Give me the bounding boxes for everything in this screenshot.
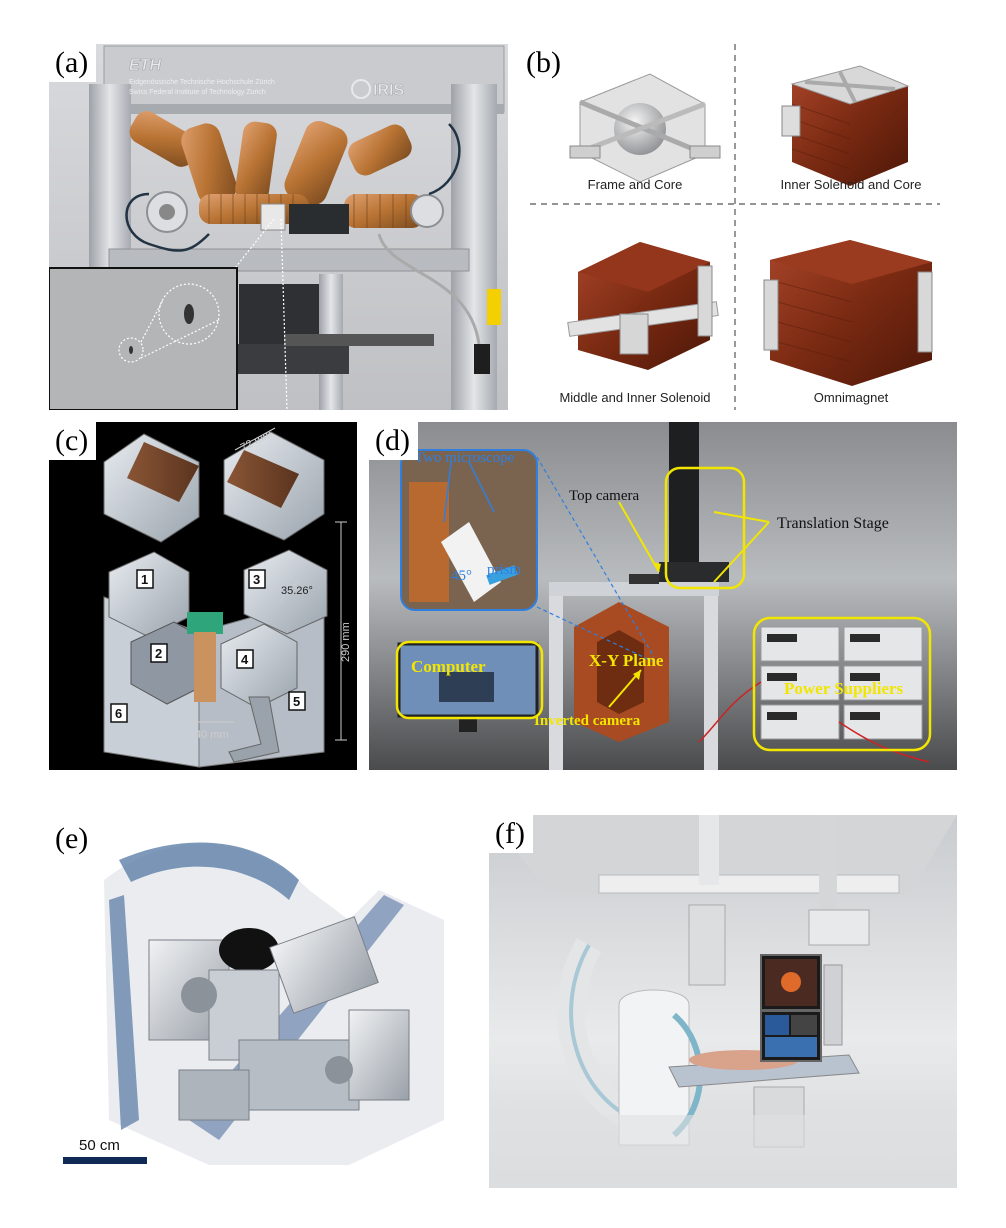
panel-c-render: 72 mm 290 mm 35.26° 40 mm 1 2 3 4 5 6 — [103, 427, 352, 768]
middle-inner-solenoid-image — [567, 242, 719, 370]
scale-label: 50 cm — [79, 1137, 120, 1154]
panel-e-render: 50 cm — [63, 842, 444, 1165]
panel-a-inset — [49, 267, 238, 410]
panel-d: Two microscope 45° prism Top camera Tran… — [369, 422, 957, 770]
panel-e-label: (e) — [49, 820, 97, 858]
eth-logo-sub2: Swiss Federal Institute of Technology Zu… — [129, 89, 266, 96]
label-xy-plane: X-Y Plane — [589, 651, 664, 670]
iris-logo: IRIS — [373, 82, 404, 99]
panel-b-label: (b) — [520, 44, 569, 82]
panel-a: ETH Eidgenössische Technische Hochschule… — [49, 44, 508, 410]
panel-d-photo: Two microscope 45° prism Top camera Tran… — [369, 422, 957, 770]
tag-2: 2 — [155, 646, 162, 661]
panel-c-label: (c) — [49, 422, 97, 460]
label-angle: 45° — [451, 568, 472, 584]
caption-middle-inner-solenoid: Middle and Inner Solenoid — [559, 390, 711, 405]
tag-4: 4 — [241, 652, 249, 667]
panel-d-label: (d) — [369, 422, 418, 460]
eth-logo-sub1: Eidgenössische Technische Hochschule Zür… — [129, 79, 275, 86]
label-inverted-camera: Inverted camera — [534, 713, 641, 729]
panel-f-label: (f) — [489, 815, 533, 853]
caption-inner-solenoid: Inner Solenoid and Core — [780, 177, 922, 192]
label-prism: prism — [487, 562, 522, 578]
caption-frame-and-core: Frame and Core — [587, 177, 683, 192]
label-top-camera: Top camera — [569, 488, 640, 504]
panel-b: Frame and Core Inner Solenoid and Core M… — [520, 44, 950, 410]
dim-290mm: 290 mm — [340, 622, 352, 662]
tag-5: 5 — [293, 694, 300, 709]
panel-c: 72 mm 290 mm 35.26° 40 mm 1 2 3 4 5 6 (c… — [49, 422, 357, 770]
tag-3: 3 — [253, 572, 260, 587]
label-translation-stage: Translation Stage — [777, 515, 889, 532]
eth-logo: ETH — [129, 57, 161, 74]
panel-f-render — [489, 815, 957, 1188]
microscope-inset — [400, 449, 538, 611]
panel-a-photo: ETH Eidgenössische Technische Hochschule… — [49, 44, 508, 410]
tag-6: 6 — [115, 706, 122, 721]
panel-b-illustration — [530, 44, 940, 410]
panel-e: 50 cm (e) — [49, 820, 469, 1180]
label-computer: Computer — [411, 657, 486, 676]
label-power-suppliers: Power Suppliers — [784, 679, 904, 698]
scale-bar — [63, 1157, 147, 1164]
number-tags: 1 2 3 4 5 6 — [110, 569, 306, 723]
label-two-microscope: Two microscope — [415, 450, 515, 466]
tag-1: 1 — [141, 572, 148, 587]
dim-angle: 35.26° — [281, 585, 313, 597]
inner-solenoid-image — [781, 65, 910, 186]
panel-f: (f) — [489, 815, 957, 1188]
dim-40mm: 40 mm — [195, 729, 229, 741]
frame-and-core-image — [569, 73, 721, 183]
panel-a-label: (a) — [49, 44, 97, 82]
omnimagnet-image — [763, 240, 933, 386]
caption-omnimagnet: Omnimagnet — [813, 390, 889, 405]
